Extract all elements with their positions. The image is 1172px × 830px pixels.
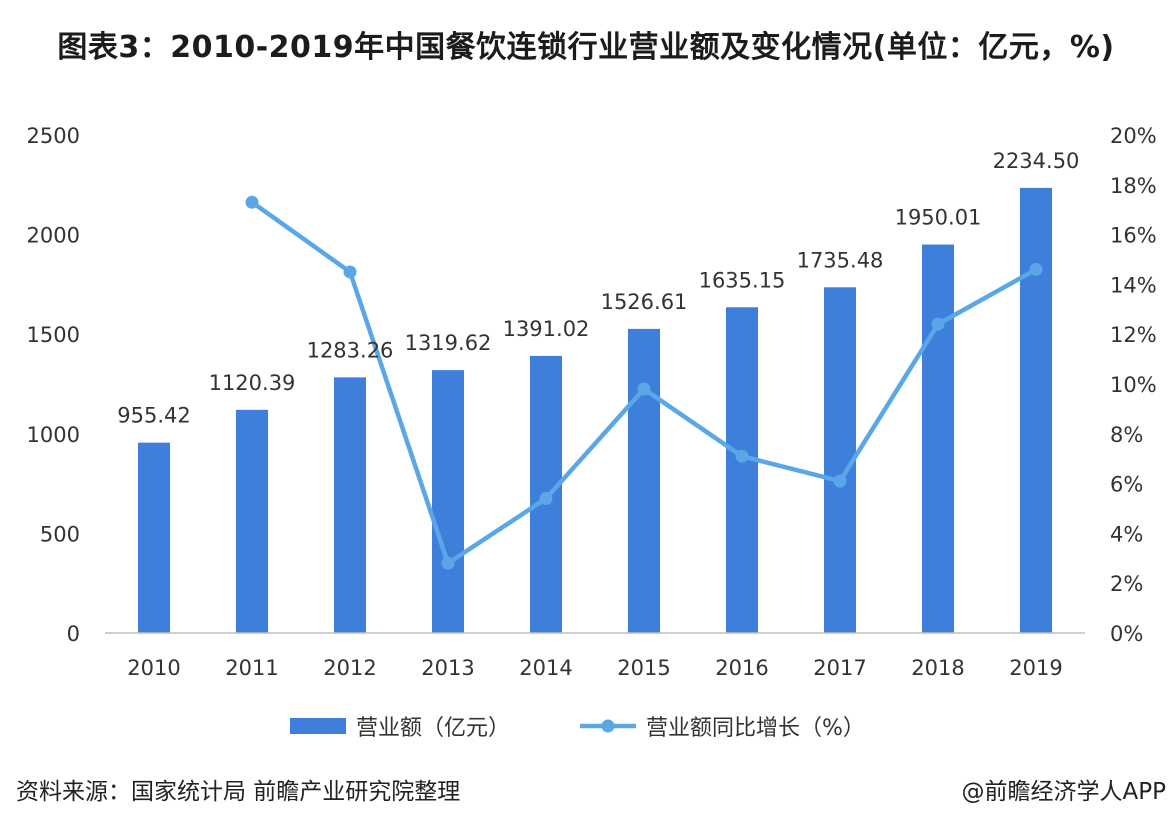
right-tick-label-4: 4% [1110, 522, 1143, 546]
right-tick-label-6: 6% [1110, 473, 1143, 497]
bar-2013 [432, 370, 464, 633]
legend-bar-label: 营业额（亿元） [356, 716, 510, 741]
x-tick-label-2014: 2014 [519, 656, 572, 680]
right-tick-label-2: 2% [1110, 572, 1143, 596]
right-tick-label-14: 14% [1110, 273, 1157, 297]
credit-note: @前瞻经济学人APP [961, 779, 1166, 805]
bar-2012 [334, 377, 366, 633]
growth-point-2016 [735, 449, 749, 463]
bar-value-label-2013: 1319.62 [405, 331, 492, 355]
left-tick-label-1000: 1000 [27, 423, 80, 447]
x-tick-label-2019: 2019 [1009, 656, 1062, 680]
x-tick-label-2013: 2013 [421, 656, 474, 680]
x-tick-label-2015: 2015 [617, 656, 670, 680]
x-tick-label-2012: 2012 [323, 656, 376, 680]
growth-point-2011 [245, 195, 259, 209]
bar-value-label-2017: 1735.48 [797, 248, 884, 272]
right-tick-label-16: 16% [1110, 224, 1157, 248]
growth-point-2012 [343, 265, 357, 279]
chart-title: 图表3：2010-2019年中国餐饮连锁行业营业额及变化情况(单位：亿元，%) [57, 30, 1115, 65]
bar-2016 [726, 307, 758, 633]
right-tick-label-10: 10% [1110, 373, 1157, 397]
legend-line-marker [601, 719, 615, 733]
bar-value-label-2011: 1120.39 [209, 371, 296, 395]
bar-value-label-2016: 1635.15 [699, 268, 786, 292]
line-layer [245, 195, 1043, 570]
x-tick-label-2016: 2016 [715, 656, 768, 680]
x-tick-label-2018: 2018 [911, 656, 964, 680]
left-tick-label-2000: 2000 [27, 224, 80, 248]
x-tick-label-2010: 2010 [127, 656, 180, 680]
bars-layer [138, 187, 1052, 633]
legend: 营业额（亿元） 营业额同比增长（%） [290, 716, 865, 741]
x-tick-label-2011: 2011 [225, 656, 278, 680]
right-tick-label-0: 0% [1110, 622, 1143, 646]
legend-bar-swatch [290, 718, 346, 734]
left-tick-label-2500: 2500 [27, 124, 80, 148]
bar-value-label-2014: 1391.02 [503, 317, 590, 341]
axes-layer: 2010 2011 2012 2013 2014 2015 2016 2017 2018 2019… [27, 124, 1157, 680]
growth-point-2013 [441, 556, 455, 570]
bar-value-label-2015: 1526.61 [601, 290, 688, 314]
right-tick-label-12: 12% [1110, 323, 1157, 347]
growth-point-2017 [833, 474, 847, 488]
x-tick-label-2017: 2017 [813, 656, 866, 680]
right-tick-label-20: 20% [1110, 124, 1157, 148]
left-tick-label-0: 0 [67, 622, 80, 646]
labels-layer: 955.42 1120.39 1283.26 1319.62 1391.02 1526.6… [117, 149, 1079, 428]
growth-point-2014 [539, 492, 553, 506]
bar-2019 [1020, 187, 1052, 633]
bar-value-label-2010: 955.42 [117, 404, 190, 428]
bar-2018 [922, 244, 954, 633]
bar-value-label-2018: 1950.01 [895, 206, 982, 230]
legend-line-label: 营业额同比增长（%） [646, 716, 865, 741]
left-tick-label-1500: 1500 [27, 323, 80, 347]
right-tick-label-18: 18% [1110, 174, 1157, 198]
source-note: 资料来源：国家统计局 前瞻产业研究院整理 [16, 779, 461, 805]
growth-point-2015 [637, 382, 651, 396]
bar-value-label-2019: 2234.50 [993, 149, 1080, 173]
bar-value-label-2012: 1283.26 [307, 338, 394, 362]
right-tick-label-8: 8% [1110, 423, 1143, 447]
left-tick-label-500: 500 [40, 522, 80, 546]
bar-2010 [138, 442, 170, 633]
growth-point-2018 [931, 317, 945, 331]
growth-point-2019 [1029, 262, 1043, 276]
bar-2011 [236, 409, 268, 633]
bar-2015 [628, 328, 660, 633]
